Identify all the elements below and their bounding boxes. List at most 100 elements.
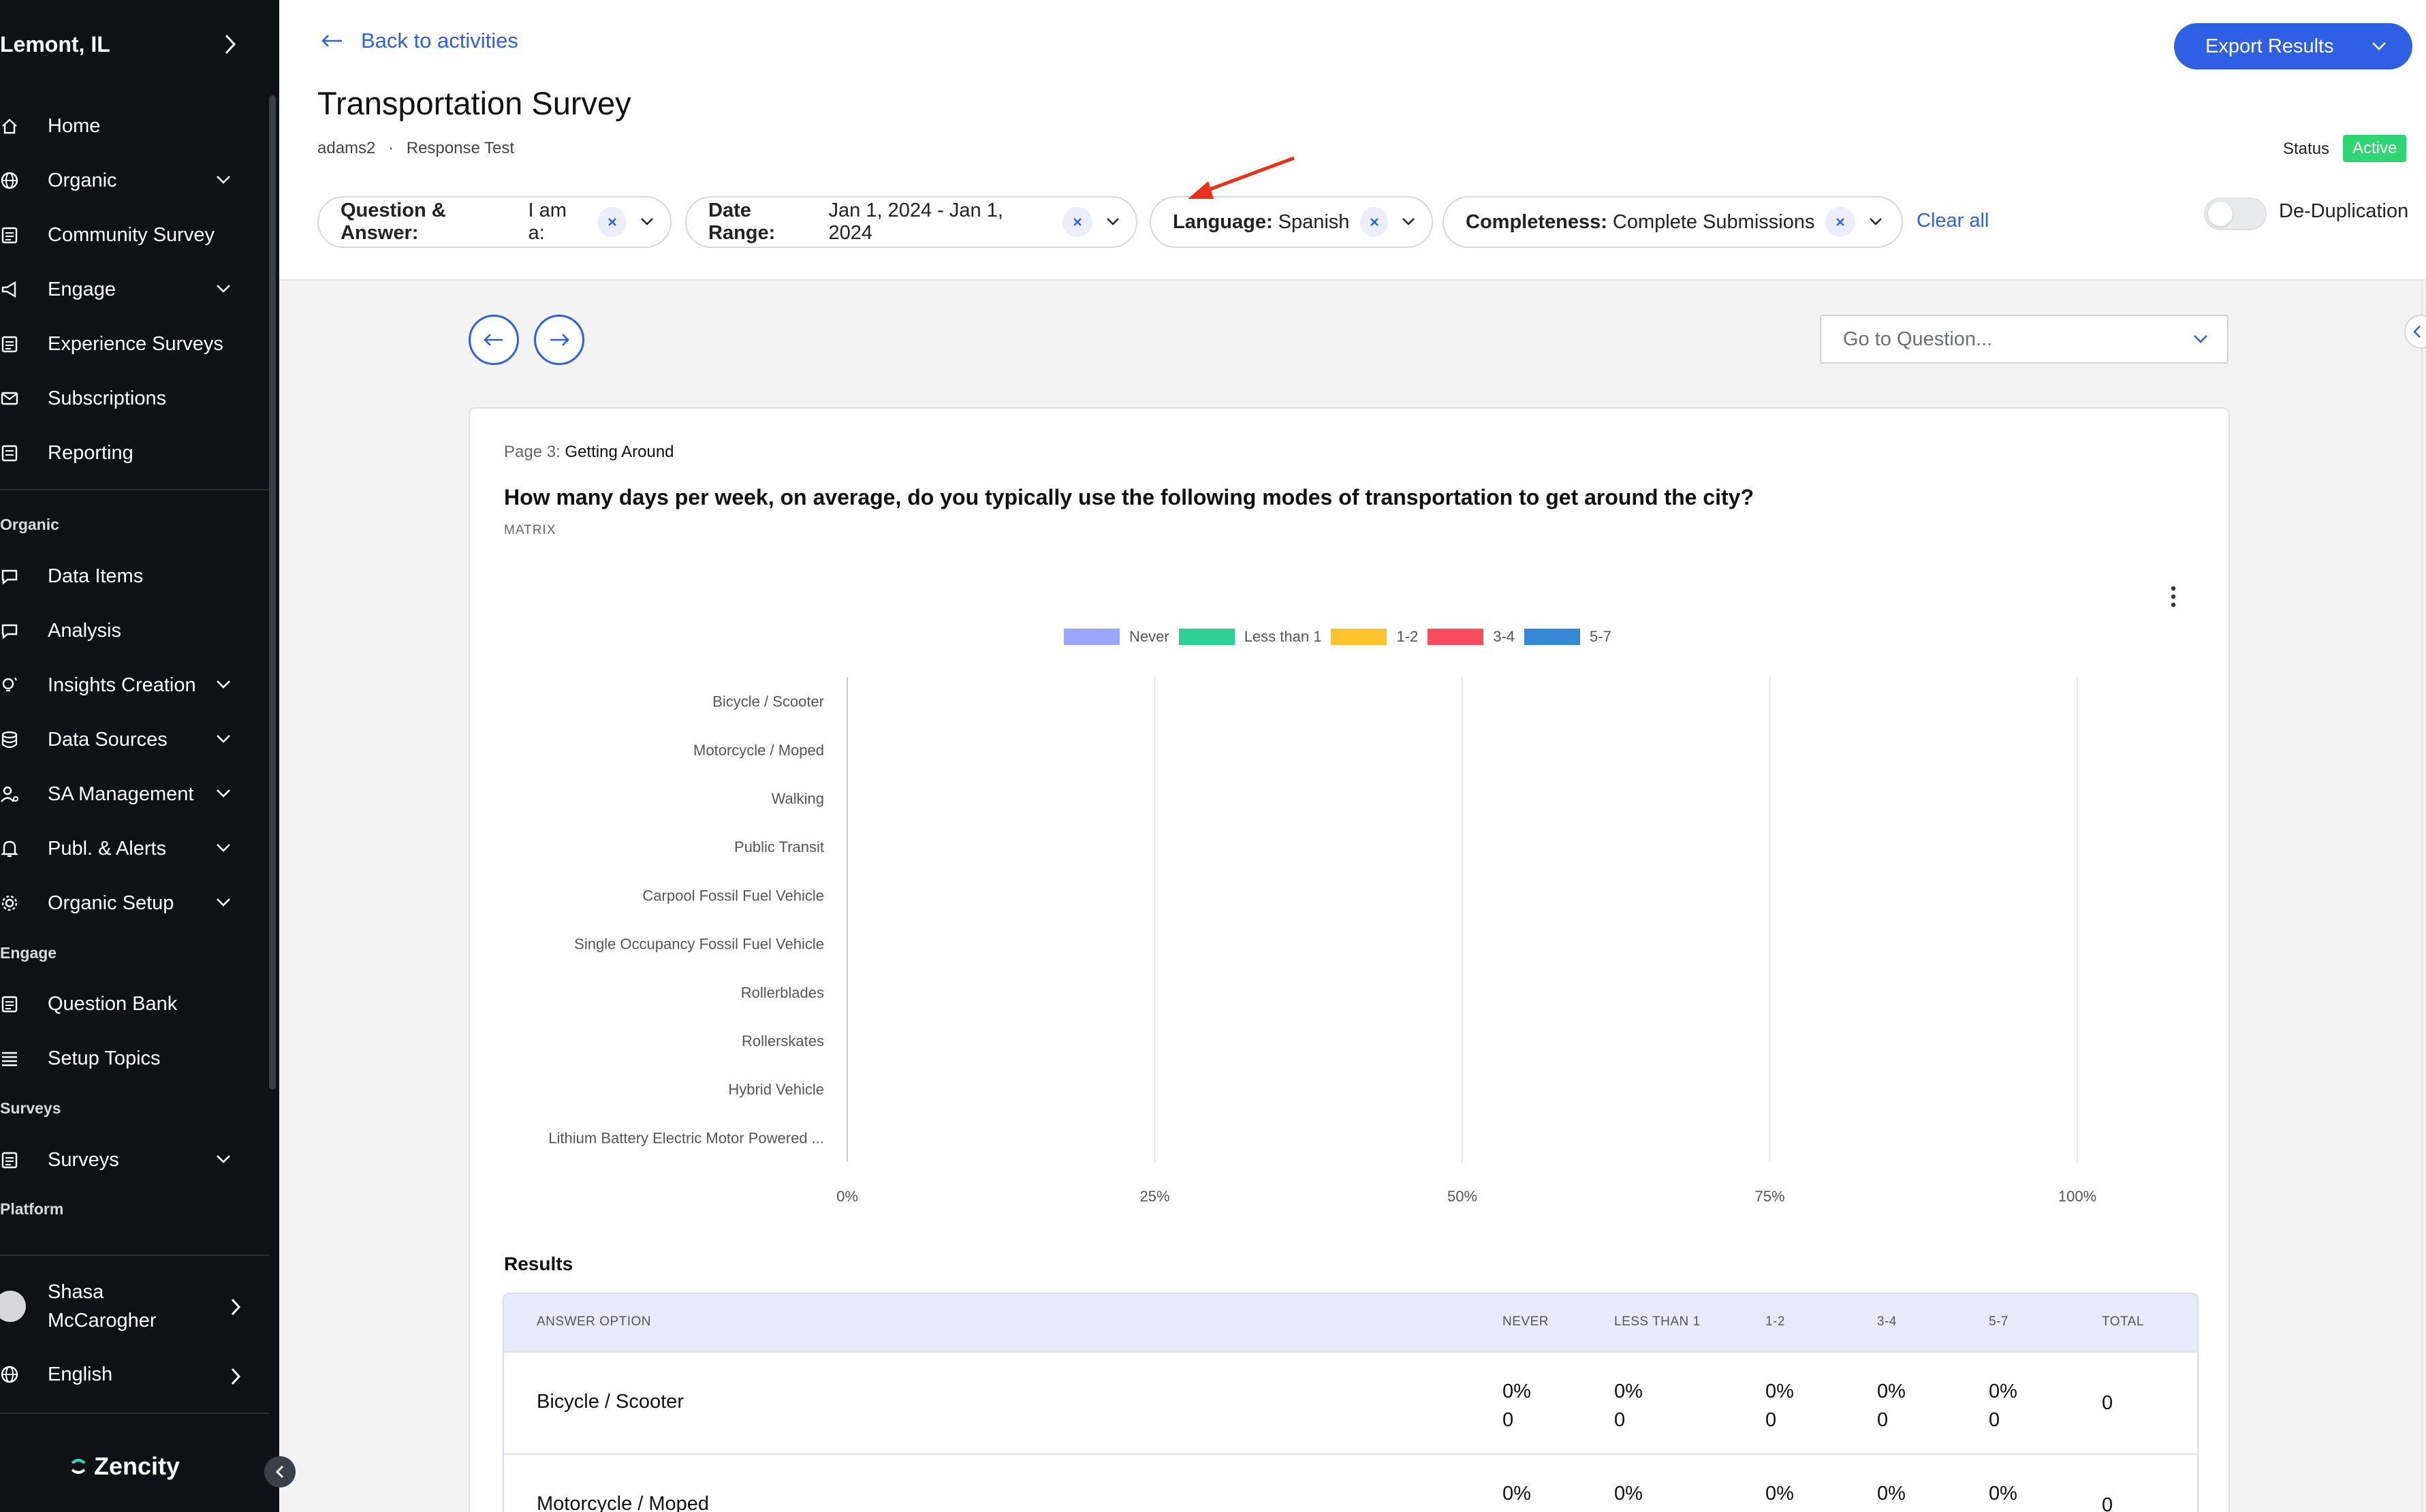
sidebar-item-publ-alerts[interactable]: Publ. & Alerts <box>0 827 252 870</box>
chevron-down-icon <box>2372 42 2386 50</box>
legend-label: 3-4 <box>1493 628 1515 645</box>
filter-key: Language: <box>1173 210 1273 233</box>
sidebar-item-data-items[interactable]: Data Items <box>0 554 252 598</box>
cell-percent: 0% <box>1989 1483 2017 1505</box>
collapse-sidebar-button[interactable] <box>264 1456 296 1487</box>
zencity-logo-icon <box>71 1459 86 1474</box>
cell-percent: 0% <box>1877 1483 1906 1505</box>
filter-dropdown-toggle[interactable] <box>1400 216 1417 228</box>
gear-icon <box>1 895 18 911</box>
legend-item-less-than-1[interactable]: Less than 1 <box>1178 628 1321 646</box>
go-to-question-select[interactable]: Go to Question... <box>1820 315 2228 364</box>
results-table: ANSWER OPTION NEVER LESS THAN 1 1-2 3-4 5-7 TO… <box>503 1293 2199 1512</box>
database-icon <box>1 731 18 749</box>
sidebar-item-label: Data Items <box>48 565 144 587</box>
go-to-question-placeholder: Go to Question... <box>1843 328 1993 350</box>
back-to-activities-link[interactable]: Back to activities <box>320 29 518 53</box>
filter-chip-completeness[interactable]: Completeness: Complete Submissions <box>1443 196 1903 248</box>
status-label: Status <box>2283 140 2330 158</box>
sidebar-item-organic-setup[interactable]: Organic Setup <box>0 881 252 925</box>
cell-percent: 0% <box>1502 1381 1531 1402</box>
x-tick-label: 25% <box>1139 1188 1169 1205</box>
page-header: Back to activities Transportation Survey… <box>279 0 2426 281</box>
result-cell: 0%0 <box>1502 1377 1531 1434</box>
language-selector[interactable]: English <box>0 1353 252 1396</box>
sidebar-item-label: Community Survey <box>48 223 215 246</box>
cell-count: 0 <box>1989 1508 2017 1512</box>
sidebar-item-experience-surveys[interactable]: Experience Surveys <box>0 322 252 366</box>
sidebar-item-analysis[interactable]: Analysis <box>0 609 252 652</box>
remove-filter-button[interactable] <box>597 207 627 237</box>
city-selector[interactable]: Lemont, IL <box>0 27 245 61</box>
y-category-label: Bicycle / Scooter <box>712 693 824 710</box>
sidebar-item-sa-management[interactable]: SA Management <box>0 772 252 816</box>
mail-icon <box>1 392 18 405</box>
expand-panel-button[interactable] <box>2404 315 2426 349</box>
legend-swatch <box>1524 629 1581 645</box>
previous-question-button[interactable] <box>469 315 519 365</box>
remove-filter-button[interactable] <box>1825 207 1856 237</box>
sidebar-item-organic[interactable]: Organic <box>0 159 252 202</box>
cell-count: 0 <box>1877 1409 1889 1431</box>
column-header-never: NEVER <box>1502 1314 1549 1329</box>
answer-option: Motorcycle / Moped <box>537 1493 710 1512</box>
filter-dropdown-toggle[interactable] <box>1105 216 1121 228</box>
clear-all-link[interactable]: Clear all <box>1917 210 1989 232</box>
export-results-button[interactable]: Export Results <box>2174 23 2412 69</box>
sidebar-item-surveys[interactable]: Surveys <box>0 1138 252 1182</box>
filter-key: Date Range: <box>708 200 776 244</box>
filter-chip-question-answer[interactable]: Question & Answer: I am a: <box>317 196 672 248</box>
legend-label: 1-2 <box>1396 628 1419 645</box>
page-name: Getting Around <box>565 443 674 461</box>
result-cell: 0%0 <box>1877 1479 1906 1512</box>
sidebar-item-label: Home <box>48 114 101 137</box>
more-options-icon[interactable] <box>2169 584 2178 609</box>
filter-chip-language[interactable]: Language: Spanish <box>1150 196 1433 248</box>
sidebar-item-reporting[interactable]: Reporting <box>0 431 252 475</box>
remove-filter-button[interactable] <box>1062 207 1092 237</box>
avatar[interactable] <box>0 1291 26 1322</box>
cell-count: 0 <box>1765 1409 1777 1431</box>
sidebar-item-insights-creation[interactable]: Insights Creation <box>0 663 252 707</box>
sidebar-item-engage[interactable]: Engage <box>0 268 252 311</box>
close-icon <box>1370 218 1379 226</box>
next-question-button[interactable] <box>534 315 584 365</box>
user-name[interactable]: Shasa McCarogher <box>48 1281 157 1332</box>
sidebar-scrollbar[interactable] <box>269 95 276 1090</box>
filter-dropdown-toggle[interactable] <box>1868 216 1884 228</box>
sidebar-item-home[interactable]: Home <box>0 104 252 148</box>
question-card: Page 3: Getting Around How many days per… <box>469 407 2230 1512</box>
filter-chip-date-range[interactable]: Date Range: Jan 1, 2024 - Jan 1, 2024 <box>685 196 1137 248</box>
legend-item-1-2[interactable]: 1-2 <box>1331 628 1418 646</box>
legend-item-3-4[interactable]: 3-4 <box>1428 628 1515 646</box>
bell-icon <box>1 840 18 857</box>
sidebar-item-label: Data Sources <box>48 728 168 751</box>
chevron-down-icon <box>217 844 230 852</box>
y-category-label: Walking <box>772 790 824 807</box>
sidebar-item-subscriptions[interactable]: Subscriptions <box>0 377 252 420</box>
filter-value: Jan 1, 2024 - Jan 1, 2024 <box>828 200 1003 244</box>
column-header-1-2: 1-2 <box>1765 1314 1785 1329</box>
deduplication-toggle[interactable] <box>2204 198 2267 230</box>
sidebar-item-data-sources[interactable]: Data Sources <box>0 718 252 761</box>
sidebar-divider <box>0 1413 269 1414</box>
remove-filter-button[interactable] <box>1360 207 1388 237</box>
y-category-label: Single Occupancy Fossil Fuel Vehicle <box>574 936 824 953</box>
column-header-answer-option: ANSWER OPTION <box>537 1314 652 1329</box>
sidebar-item-label: Surveys <box>48 1148 119 1171</box>
filter-dropdown-toggle[interactable] <box>639 216 655 228</box>
legend-item-5-7[interactable]: 5-7 <box>1524 628 1611 646</box>
page-breadcrumb: Page 3: Getting Around <box>504 443 674 462</box>
chevron-right-icon[interactable] <box>227 1297 244 1317</box>
column-header-total: TOTAL <box>2102 1314 2144 1329</box>
sidebar-item-community-survey[interactable]: Community Survey <box>0 213 252 257</box>
home-icon <box>2 119 17 134</box>
city-name: Lemont, IL <box>0 31 110 57</box>
survey-icon <box>1 1152 18 1169</box>
y-category-label: Public Transit <box>734 838 824 855</box>
arrow-right-icon <box>550 334 569 346</box>
legend-item-never[interactable]: Never <box>1064 628 1169 646</box>
sidebar-item-question-bank[interactable]: Question Bank <box>0 982 252 1026</box>
cell-count: 0 <box>1614 1409 1626 1431</box>
sidebar-item-setup-topics[interactable]: Setup Topics <box>0 1037 252 1080</box>
